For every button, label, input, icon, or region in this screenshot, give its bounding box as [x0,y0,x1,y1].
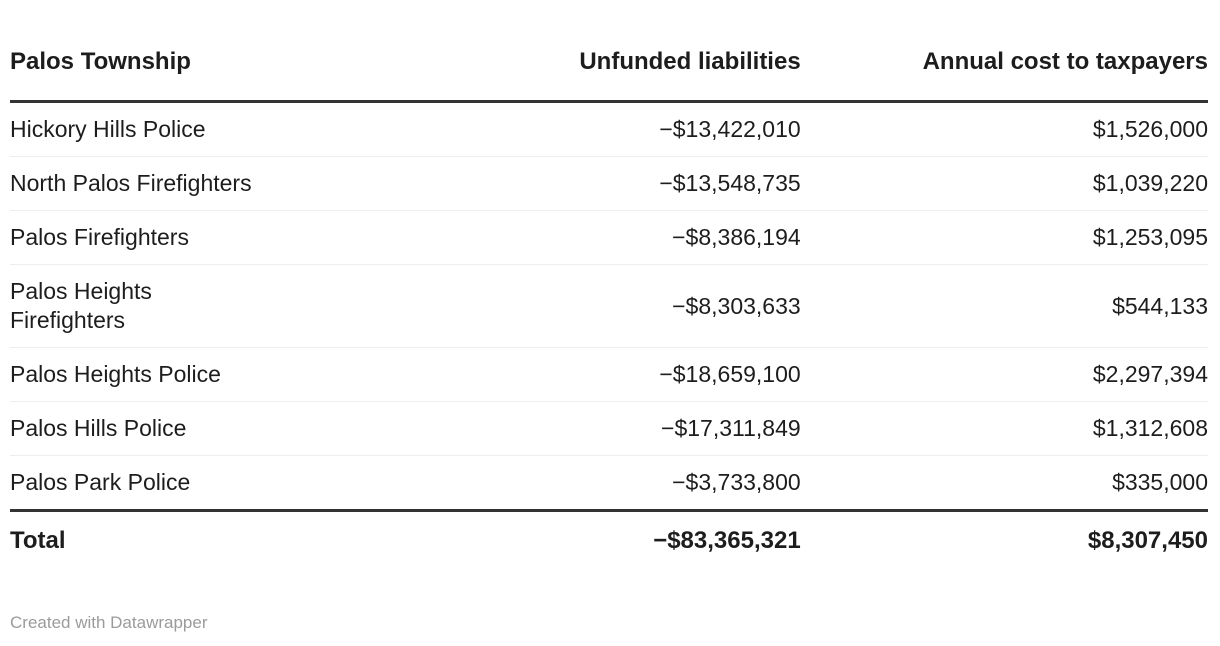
column-header-annual-cost: Annual cost to taxpayers [800,0,1208,103]
table-row-palos-hills-police: Palos Hills Police −$17,311,849 $1,312,6… [10,401,1208,456]
unfunded-liabilities-value: −$13,422,010 [393,101,801,157]
unfunded-liabilities-value: −$17,311,849 [393,401,801,456]
table-row-palos-heights-police: Palos Heights Police −$18,659,100 $2,297… [10,347,1208,402]
row-name: Hickory Hills Police [10,101,394,157]
annual-cost-value: $544,133 [800,264,1208,348]
unfunded-liabilities-value: −$8,303,633 [393,264,801,348]
row-name: Palos Heights Police [10,347,394,402]
table-body: Hickory Hills Police −$13,422,010 $1,526… [10,101,1208,511]
table-row-palos-heights-firefighters: Palos Heights Firefighters −$8,303,633 $… [10,264,1208,348]
column-header-township: Palos Township [10,0,394,103]
table-header: Palos Township Unfunded liabilities Annu… [10,0,1208,103]
row-name: Palos Hills Police [10,401,394,456]
unfunded-liabilities-value: −$18,659,100 [393,347,801,402]
total-label: Total [10,509,394,576]
row-name: Palos Park Police [10,469,191,495]
annual-cost-value: $335,000 [1112,469,1208,495]
annual-cost-value: $1,526,000 [800,101,1208,157]
table-row-palos-park-police: Palos Park Police −$3,733,800 $335,000 [10,456,1208,511]
header-row: Palos Township Unfunded liabilities Annu… [10,0,1208,103]
unfunded-liabilities-value: −$3,733,800 [672,469,801,495]
table-row-hickory-hills-police: Hickory Hills Police −$13,422,010 $1,526… [10,101,1208,157]
total-annual-cost-value: $8,307,450 [800,509,1208,576]
unfunded-liabilities-value: −$8,386,194 [393,210,801,265]
table-footer: Total −$83,365,321 $8,307,450 [10,509,1208,576]
annual-cost-value: $2,297,394 [800,347,1208,402]
total-row: Total −$83,365,321 $8,307,450 [10,509,1208,576]
unfunded-liabilities-value: −$13,548,735 [393,156,801,211]
row-name: Palos Firefighters [10,210,394,265]
annual-cost-value: $1,253,095 [800,210,1208,265]
row-name: Palos Heights Firefighters [10,264,394,348]
annual-cost-value: $1,312,608 [800,401,1208,456]
table-row-palos-firefighters: Palos Firefighters −$8,386,194 $1,253,09… [10,210,1208,265]
total-unfunded-liabilities-value: −$83,365,321 [393,509,801,576]
table-row-north-palos-firefighters: North Palos Firefighters −$13,548,735 $1… [10,156,1208,211]
annual-cost-value: $1,039,220 [800,156,1208,211]
pension-liabilities-table: Palos Township Unfunded liabilities Annu… [10,0,1208,576]
datawrapper-credit-link[interactable]: Created with Datawrapper [10,613,208,632]
column-header-unfunded-liabilities: Unfunded liabilities [393,0,801,103]
row-name: North Palos Firefighters [10,156,394,211]
